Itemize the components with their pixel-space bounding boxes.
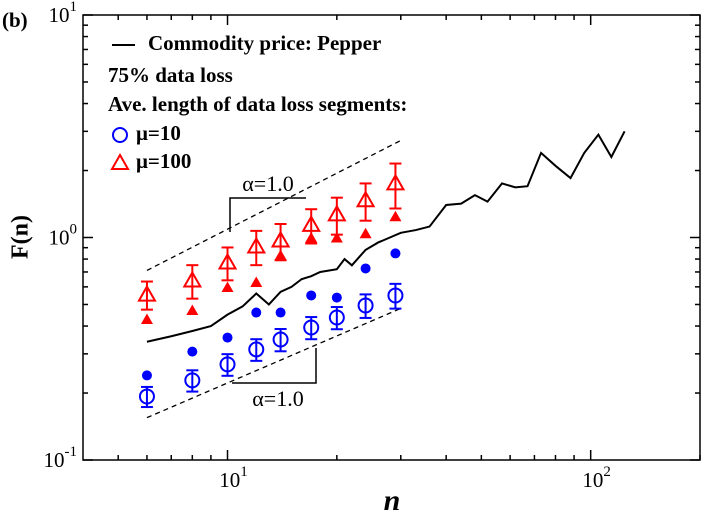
marker-triangle (301, 214, 321, 232)
tick-label-exponent: 0 (70, 222, 78, 238)
legend-swatch (110, 152, 130, 170)
slope-label: α=1.0 (252, 386, 303, 411)
slope-triangle (229, 197, 306, 232)
legend-label: Commodity price: Pepper (148, 31, 381, 55)
panel-label: (b) (2, 8, 28, 32)
tick-label: 101 (49, 0, 78, 27)
marker-filled-triangle (389, 210, 402, 222)
marker-triangle (355, 190, 376, 208)
marker-filled-triangle (330, 231, 343, 243)
marker-filled-triangle (186, 304, 199, 315)
marker-dot (251, 307, 262, 318)
marker-filled-triangle (140, 313, 153, 325)
tick-label-exponent: 2 (603, 464, 611, 480)
marker-circle (248, 341, 265, 358)
marker-filled-triangle (221, 281, 234, 293)
marker-filled-triangle (274, 249, 287, 261)
marker-dot (187, 346, 198, 357)
marker-circle (272, 331, 289, 348)
x-axis-label: n (384, 484, 401, 517)
marker-filled-triangle (359, 227, 372, 239)
marker-triangle (217, 252, 238, 270)
tick-label-exponent: 1 (240, 464, 248, 480)
marker-dot (306, 290, 317, 301)
tick-label-base: 10 (49, 3, 70, 27)
marker-dot (331, 292, 342, 303)
marker-triangle (270, 230, 291, 248)
marker-dot (222, 332, 233, 343)
guide-line (146, 307, 402, 419)
marker-triangle (327, 204, 347, 222)
marker-circle (328, 309, 345, 326)
marker-triangle (137, 284, 157, 302)
marker-circle (184, 372, 201, 389)
marker-triangle (246, 236, 266, 254)
marker-circle (303, 319, 320, 336)
tick-label-exponent: -1 (65, 444, 78, 460)
guide-line (146, 139, 402, 272)
tick-label: 10-1 (44, 444, 78, 471)
marker-triangle (385, 173, 406, 191)
marker-filled-triangle (305, 231, 318, 243)
legend-label: μ=100 (136, 149, 191, 173)
tick-label-base: 10 (582, 468, 603, 492)
slope-triangle (232, 348, 317, 384)
marker-circle (219, 356, 236, 373)
marker-dot (141, 370, 152, 381)
tick-label-base: 10 (219, 468, 240, 492)
marker-filled-triangle (250, 276, 263, 287)
marker-triangle (182, 270, 203, 288)
marker-dot (390, 248, 401, 259)
y-axis-label: F(n) (8, 215, 34, 259)
tick-label-base: 10 (44, 448, 65, 472)
legend-label: μ=10 (136, 121, 181, 145)
marker-circle (357, 297, 374, 314)
tick-label: 102 (582, 464, 611, 491)
marker-circle (387, 287, 404, 304)
legend-swatch (112, 127, 128, 143)
tick-label: 101 (219, 464, 248, 491)
marker-dot (275, 307, 286, 318)
tick-label-base: 10 (49, 225, 70, 249)
marker-dot (360, 263, 371, 274)
tick-label: 100 (49, 222, 78, 249)
slope-label: α=1.0 (242, 171, 293, 196)
tick-label-exponent: 1 (70, 0, 78, 15)
marker-circle (138, 388, 155, 405)
annotation: 75% data loss (108, 63, 233, 87)
annotation: Ave. length of data loss segments: (108, 92, 407, 116)
series-line (146, 130, 626, 343)
